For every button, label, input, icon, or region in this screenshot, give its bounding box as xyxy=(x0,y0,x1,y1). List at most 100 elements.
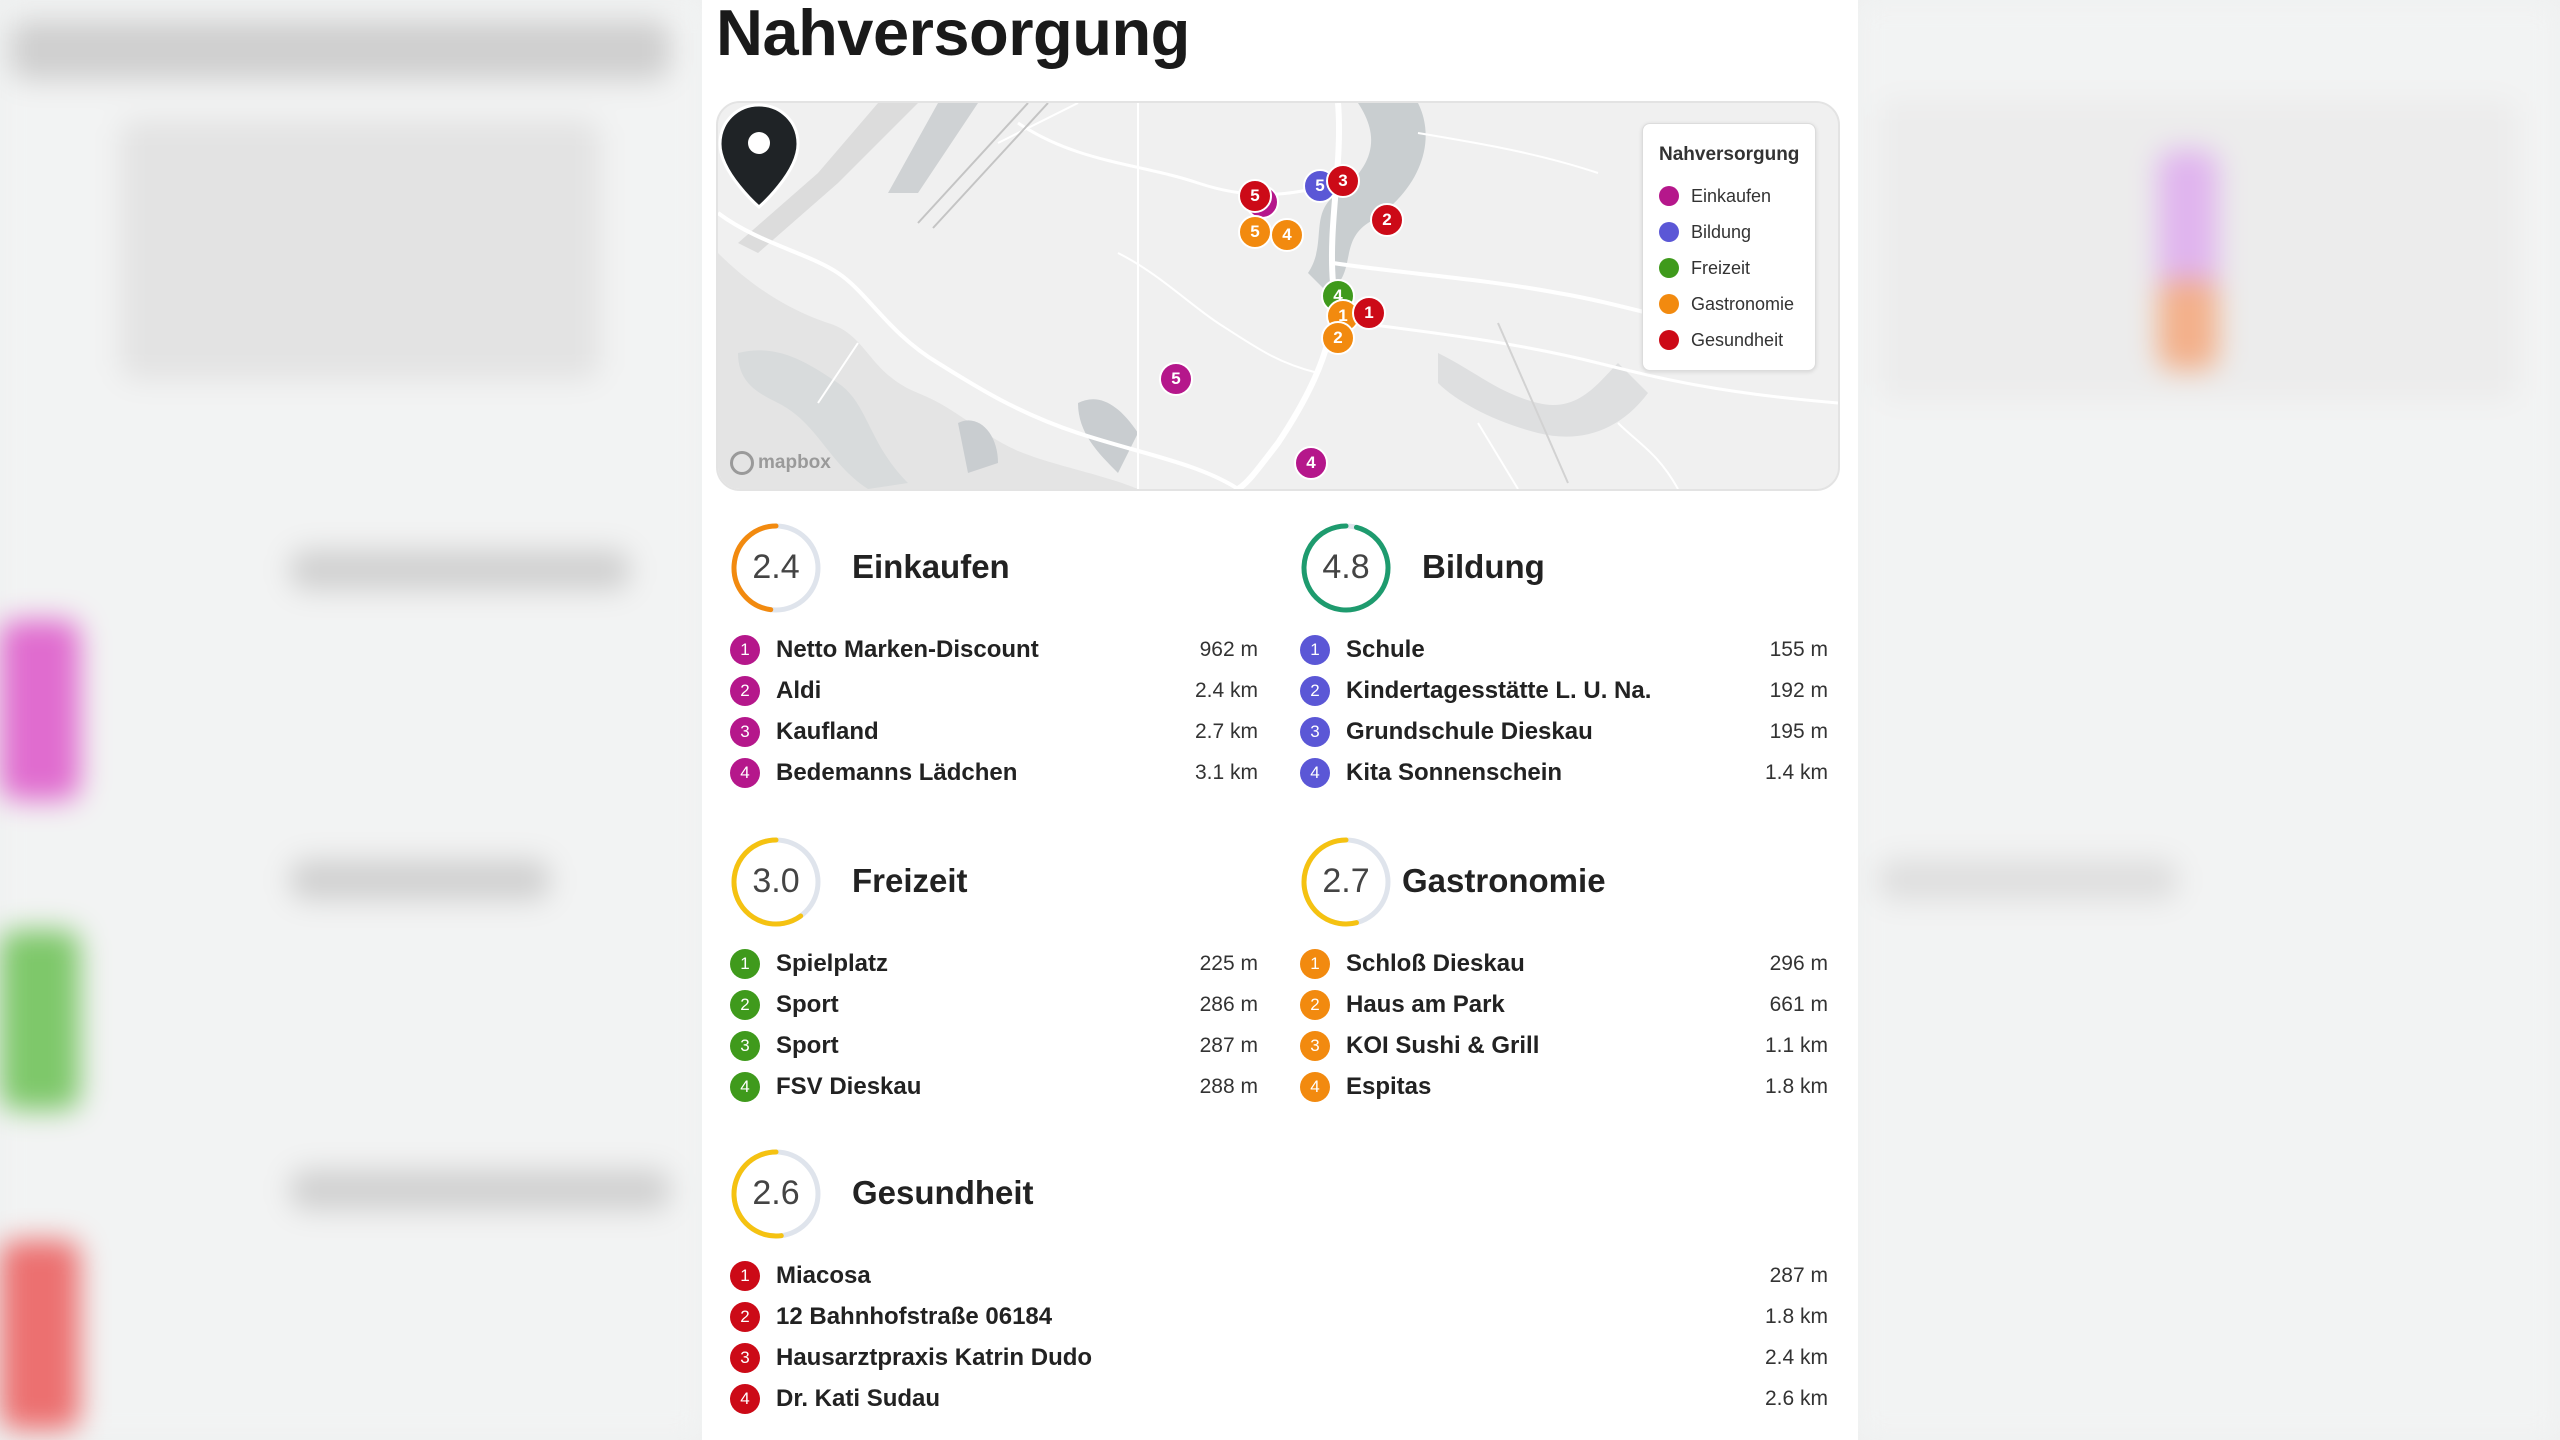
item-distance: 2.4 km xyxy=(1194,679,1258,702)
item-number: 3 xyxy=(1300,717,1330,747)
list-item[interactable]: 3 KOI Sushi & Grill 1.1 km xyxy=(1300,1029,1828,1063)
item-name: Kindertagesstätte L. U. Na. xyxy=(1346,677,1652,704)
item-distance: 192 m xyxy=(1769,679,1828,702)
item-distance: 1.8 km xyxy=(1764,1075,1828,1098)
background-left-blurred xyxy=(0,0,702,1440)
list-item[interactable]: 3 Hausarztpraxis Katrin Dudo 2.4 km xyxy=(730,1341,1828,1375)
list-item[interactable]: 2 12 Bahnhofstraße 06184 1.8 km xyxy=(730,1300,1828,1334)
map-pin[interactable]: 5 xyxy=(1238,179,1272,213)
map-pin[interactable]: 2 xyxy=(1321,321,1355,355)
list-item[interactable]: 1 Netto Marken-Discount 962 m xyxy=(730,633,1258,667)
item-name: Kaufland xyxy=(776,718,879,745)
mapbox-logo[interactable]: mapbox xyxy=(730,451,831,475)
list-item[interactable]: 2 Sport 286 m xyxy=(730,988,1258,1022)
list-item[interactable]: 2 Aldi 2.4 km xyxy=(730,674,1258,708)
map-pin[interactable]: 5 xyxy=(1159,362,1193,396)
list-item[interactable]: 1 Schule 155 m xyxy=(1300,633,1828,667)
item-number: 4 xyxy=(730,1384,760,1414)
legend-item-einkaufen: Einkaufen xyxy=(1659,184,1771,208)
list-item[interactable]: 3 Sport 287 m xyxy=(730,1029,1258,1063)
legend-item-freizeit: Freizeit xyxy=(1659,256,1750,280)
item-name: Sport xyxy=(776,1032,839,1059)
map-pin[interactable]: 5 xyxy=(1238,215,1272,249)
score-gauge xyxy=(731,1149,821,1239)
map-pin[interactable]: 4 xyxy=(1294,446,1328,480)
category-gesundheit: 2.6 Gesundheit 1 Miacosa 287 m 2 12 Bahnhof… xyxy=(730,1148,1828,1414)
item-number: 1 xyxy=(730,635,760,665)
category-bildung: 4.8 Bildung 1 Schule 155 m 2 Kindertagesstä… xyxy=(1300,522,1828,788)
item-name: KOI Sushi & Grill xyxy=(1346,1032,1540,1059)
score-value: 2.4 xyxy=(752,548,800,586)
item-number: 3 xyxy=(730,1031,760,1061)
item-distance: 2.7 km xyxy=(1194,720,1258,743)
item-name: 12 Bahnhofstraße 06184 xyxy=(776,1303,1053,1330)
list-item[interactable]: 3 Kaufland 2.7 km xyxy=(730,715,1258,749)
category-freizeit: 3.0 Freizeit 1 Spielplatz 225 m 2 Sport 286 … xyxy=(730,836,1258,1102)
list-item[interactable]: 4 Bedemanns Lädchen 3.1 km xyxy=(730,756,1258,790)
list-item[interactable]: 4 Kita Sonnenschein 1.4 km xyxy=(1300,756,1828,790)
item-number: 2 xyxy=(1300,990,1330,1020)
item-distance: 288 m xyxy=(1199,1075,1258,1098)
item-name: Dr. Kati Sudau xyxy=(776,1385,941,1412)
legend-dot xyxy=(1659,222,1679,242)
item-name: Aldi xyxy=(776,677,822,704)
item-number: 4 xyxy=(730,758,760,788)
legend-item-gesundheit: Gesundheit xyxy=(1659,328,1783,352)
item-name: Haus am Park xyxy=(1346,991,1505,1018)
list-item[interactable]: 1 Miacosa 287 m xyxy=(730,1259,1828,1293)
legend-dot xyxy=(1659,330,1679,350)
map[interactable]: 5 3 5 5 5 4 2 4 1 1 2 5 4 Nahversorgung … xyxy=(716,101,1840,491)
item-name: FSV Dieskau xyxy=(776,1073,922,1100)
category-title: Bildung xyxy=(1422,548,1545,585)
score-value: 4.8 xyxy=(1322,548,1370,586)
category-einkaufen: 2.4 Einkaufen 1 Netto Marken-Discount 962 … xyxy=(730,522,1258,788)
map-pin[interactable]: 2 xyxy=(1370,203,1404,237)
list-item[interactable]: 4 FSV Dieskau 288 m xyxy=(730,1070,1258,1104)
legend-item-gastronomie: Gastronomie xyxy=(1659,292,1794,316)
legend-dot xyxy=(1659,258,1679,278)
score-gauge xyxy=(1301,837,1391,927)
item-distance: 2.6 km xyxy=(1764,1387,1828,1410)
content-panel: Nahversorgung xyxy=(702,0,1858,1440)
score-value: 2.6 xyxy=(752,1174,800,1212)
item-name: Spielplatz xyxy=(776,950,889,977)
item-number: 1 xyxy=(730,1261,760,1291)
item-name: Schule xyxy=(1346,636,1425,663)
map-pin[interactable]: 1 xyxy=(1352,296,1386,330)
background-right-blurred xyxy=(1858,0,2560,1440)
item-distance: 3.1 km xyxy=(1194,761,1258,784)
category-title: Einkaufen xyxy=(852,548,1010,585)
item-name: Netto Marken-Discount xyxy=(776,636,1039,663)
item-number: 2 xyxy=(730,676,760,706)
score-gauge xyxy=(731,837,821,927)
list-item[interactable]: 2 Kindertagesstätte L. U. Na. 192 m xyxy=(1300,674,1828,708)
item-distance: 1.1 km xyxy=(1764,1034,1828,1057)
list-item[interactable]: 1 Spielplatz 225 m xyxy=(730,947,1258,981)
item-number: 1 xyxy=(730,949,760,979)
item-number: 4 xyxy=(1300,1072,1330,1102)
item-distance: 287 m xyxy=(1769,1264,1828,1287)
item-distance: 296 m xyxy=(1769,952,1828,975)
item-number: 3 xyxy=(1300,1031,1330,1061)
map-pin[interactable]: 3 xyxy=(1326,164,1360,198)
item-name: Sport xyxy=(776,991,839,1018)
item-distance: 225 m xyxy=(1199,952,1258,975)
score-value: 3.0 xyxy=(752,862,800,900)
map-pin[interactable]: 4 xyxy=(1270,218,1304,252)
list-item[interactable]: 4 Espitas 1.8 km xyxy=(1300,1070,1828,1104)
legend-title: Nahversorgung xyxy=(1659,144,1800,165)
item-distance: 1.4 km xyxy=(1764,761,1828,784)
item-number: 1 xyxy=(1300,635,1330,665)
legend-item-bildung: Bildung xyxy=(1659,220,1751,244)
list-item[interactable]: 1 Schloß Dieskau 296 m xyxy=(1300,947,1828,981)
list-item[interactable]: 2 Haus am Park 661 m xyxy=(1300,988,1828,1022)
item-name: Bedemanns Lädchen xyxy=(776,759,1018,786)
page-title: Nahversorgung xyxy=(716,0,1190,69)
legend-dot xyxy=(1659,294,1679,314)
item-distance: 155 m xyxy=(1769,638,1828,661)
score-value: 2.7 xyxy=(1322,862,1370,900)
category-title: Gastronomie xyxy=(1402,862,1606,899)
category-title: Gesundheit xyxy=(852,1174,1034,1211)
list-item[interactable]: 3 Grundschule Dieskau 195 m xyxy=(1300,715,1828,749)
list-item[interactable]: 4 Dr. Kati Sudau 2.6 km xyxy=(730,1382,1828,1416)
